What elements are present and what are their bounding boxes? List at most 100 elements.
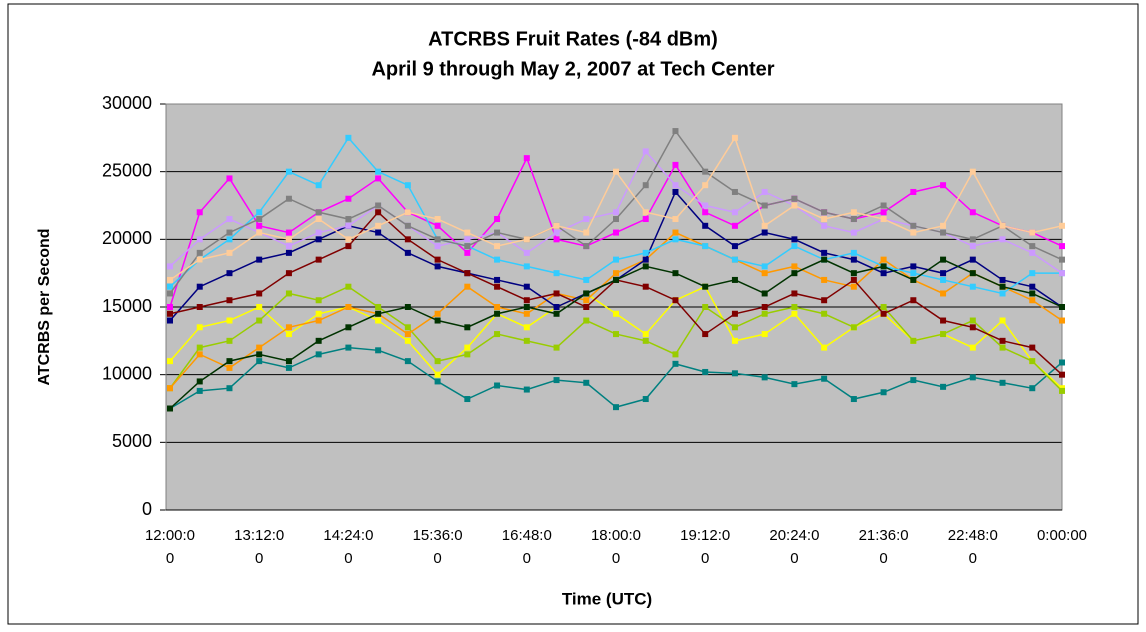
- data-marker: [167, 405, 173, 412]
- data-marker: [850, 270, 857, 277]
- data-marker: [553, 290, 560, 297]
- chart-subtitle: April 9 through May 2, 2007 at Tech Cent…: [371, 58, 774, 80]
- data-marker: [940, 182, 947, 189]
- data-marker: [731, 370, 738, 377]
- data-marker: [256, 229, 263, 236]
- data-marker: [731, 243, 738, 250]
- data-marker: [999, 276, 1006, 283]
- data-marker: [583, 379, 590, 386]
- data-marker: [940, 290, 947, 297]
- data-marker: [256, 216, 263, 223]
- data-marker: [761, 290, 768, 297]
- data-marker: [910, 377, 917, 384]
- data-marker: [940, 331, 947, 338]
- data-marker: [702, 209, 709, 216]
- data-marker: [821, 222, 828, 229]
- data-marker: [404, 304, 411, 310]
- data-marker: [523, 236, 530, 243]
- data-marker: [553, 310, 560, 317]
- data-marker: [999, 222, 1006, 229]
- data-marker: [969, 243, 976, 250]
- data-marker: [940, 383, 947, 390]
- data-marker: [613, 216, 619, 223]
- data-marker: [196, 344, 203, 351]
- data-marker: [761, 263, 768, 270]
- data-marker: [1029, 344, 1036, 351]
- x-tick-label: 20:24:00: [769, 527, 820, 567]
- data-marker: [672, 236, 679, 243]
- data-marker: [702, 222, 709, 229]
- data-marker: [345, 344, 352, 351]
- data-marker: [910, 270, 917, 277]
- data-marker: [850, 216, 857, 223]
- data-marker: [731, 310, 738, 317]
- data-marker: [375, 168, 382, 175]
- data-marker: [969, 236, 976, 243]
- data-marker: [434, 378, 441, 385]
- data-marker: [523, 337, 530, 344]
- data-marker: [880, 216, 887, 223]
- data-marker: [494, 256, 501, 263]
- data-marker: [642, 209, 649, 216]
- data-marker: [1059, 222, 1065, 229]
- data-marker: [1029, 270, 1036, 277]
- data-marker: [791, 304, 798, 310]
- data-marker: [167, 385, 173, 392]
- data-marker: [226, 216, 233, 223]
- data-marker: [910, 229, 917, 236]
- data-marker: [1029, 290, 1036, 297]
- data-marker: [583, 276, 590, 283]
- data-marker: [1029, 229, 1036, 236]
- data-marker: [791, 290, 798, 297]
- data-marker: [464, 344, 471, 351]
- data-marker: [464, 396, 471, 403]
- data-marker: [642, 337, 649, 344]
- data-marker: [553, 236, 560, 243]
- data-marker: [1029, 297, 1036, 304]
- data-marker: [315, 317, 322, 324]
- data-marker: [196, 304, 203, 310]
- data-marker: [345, 195, 352, 202]
- data-marker: [583, 243, 590, 250]
- data-marker: [761, 202, 768, 209]
- data-marker: [702, 304, 709, 310]
- data-marker: [1059, 304, 1065, 310]
- data-marker: [196, 324, 203, 331]
- data-marker: [850, 209, 857, 216]
- data-marker: [672, 161, 679, 168]
- y-axis-title: ATCRBS per Second: [36, 228, 53, 385]
- y-tick-label: 10000: [102, 363, 152, 383]
- x-axis-title: Time (UTC): [562, 589, 652, 608]
- data-marker: [791, 236, 798, 243]
- data-marker: [821, 209, 828, 216]
- data-marker: [434, 243, 441, 250]
- data-marker: [850, 229, 857, 236]
- data-marker: [880, 310, 887, 317]
- data-marker: [613, 256, 619, 263]
- data-marker: [345, 283, 352, 290]
- data-marker: [821, 276, 828, 283]
- data-marker: [821, 249, 828, 256]
- data-marker: [404, 182, 411, 189]
- data-marker: [1059, 317, 1065, 324]
- data-marker: [761, 270, 768, 277]
- data-marker: [940, 317, 947, 324]
- data-marker: [821, 344, 828, 351]
- series: [167, 256, 1065, 412]
- data-marker: [821, 375, 828, 382]
- data-marker: [494, 243, 501, 250]
- data-marker: [196, 236, 203, 243]
- x-tick-label: 22:48:00: [947, 527, 998, 567]
- data-marker: [613, 229, 619, 236]
- data-marker: [969, 209, 976, 216]
- data-marker: [404, 331, 411, 338]
- data-marker: [613, 168, 619, 175]
- data-marker: [731, 188, 738, 195]
- data-marker: [969, 317, 976, 324]
- data-marker: [791, 381, 798, 388]
- data-marker: [642, 182, 649, 189]
- data-marker: [940, 256, 947, 263]
- data-marker: [196, 351, 203, 358]
- data-marker: [464, 324, 471, 331]
- data-marker: [642, 331, 649, 338]
